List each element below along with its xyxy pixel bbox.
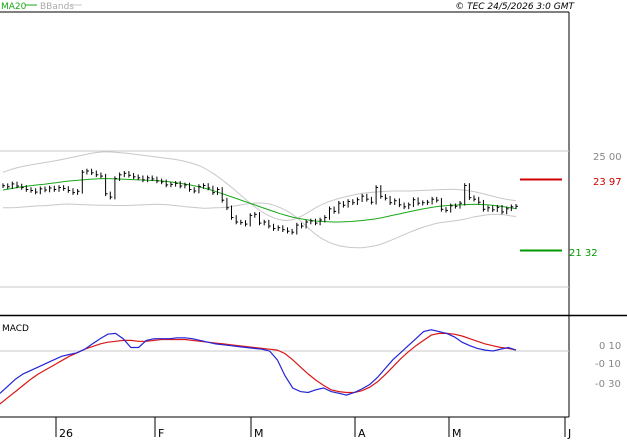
bband-lower-line [3, 202, 517, 249]
macd-line [0, 329, 517, 396]
macd-tick-label-neg30: -0 30 [595, 379, 621, 390]
x-axis-tick-label: A [358, 427, 366, 440]
macd-layer [0, 329, 517, 405]
macd-tick-label-pos10: 0 10 [599, 341, 621, 352]
support-level-label: 21 32 [569, 248, 598, 259]
x-axis-tick-label: M [452, 427, 462, 440]
x-axis-tick-label: F [158, 427, 164, 440]
bband-upper-line [2, 151, 517, 222]
macd-tick-label-neg10: -0 10 [595, 359, 621, 370]
x-axis-tick-label: 26 [59, 427, 73, 440]
resistance-level-label: 23 97 [593, 177, 622, 188]
x-axis: 26 F M A M J [55, 417, 571, 440]
copyright-text: © TEC 24/5/2026 3:0 GMT [455, 2, 575, 12]
ma20-line [2, 178, 517, 223]
macd-title: MACD [2, 324, 29, 334]
price-tick-label: 25 00 [593, 152, 622, 163]
x-axis-tick-label: M [254, 427, 264, 440]
bb-legend-label: BBands [40, 2, 74, 12]
ma-legend-label: MA20 [1, 2, 27, 12]
macd-signal-line [0, 332, 517, 405]
price-layer [2, 151, 518, 249]
x-axis-tick-label: J [567, 427, 571, 440]
